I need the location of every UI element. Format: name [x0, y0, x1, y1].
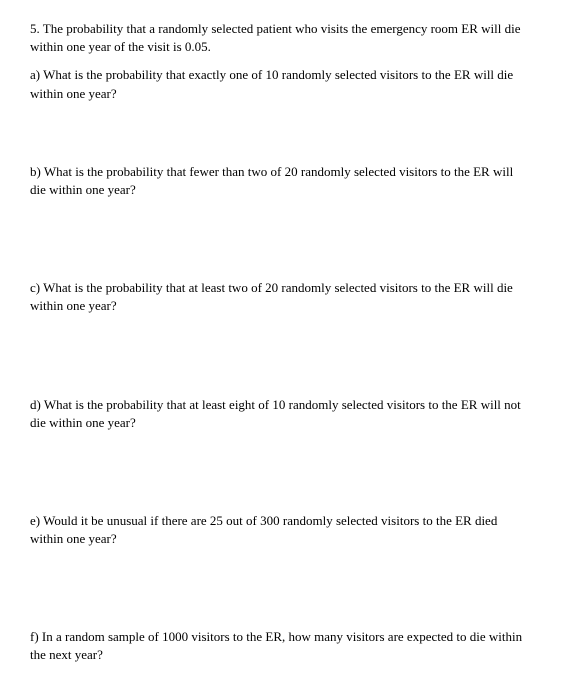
question-intro: 5. The probability that a randomly selec… — [30, 20, 531, 56]
subquestion-d: d) What is the probability that at least… — [30, 396, 531, 432]
subquestion-e: e) Would it be unusual if there are 25 o… — [30, 512, 531, 548]
subquestion-c: c) What is the probability that at least… — [30, 279, 531, 315]
subquestion-b: b) What is the probability that fewer th… — [30, 163, 531, 199]
subquestion-a: a) What is the probability that exactly … — [30, 66, 531, 102]
subquestion-f: f) In a random sample of 1000 visitors t… — [30, 628, 531, 664]
